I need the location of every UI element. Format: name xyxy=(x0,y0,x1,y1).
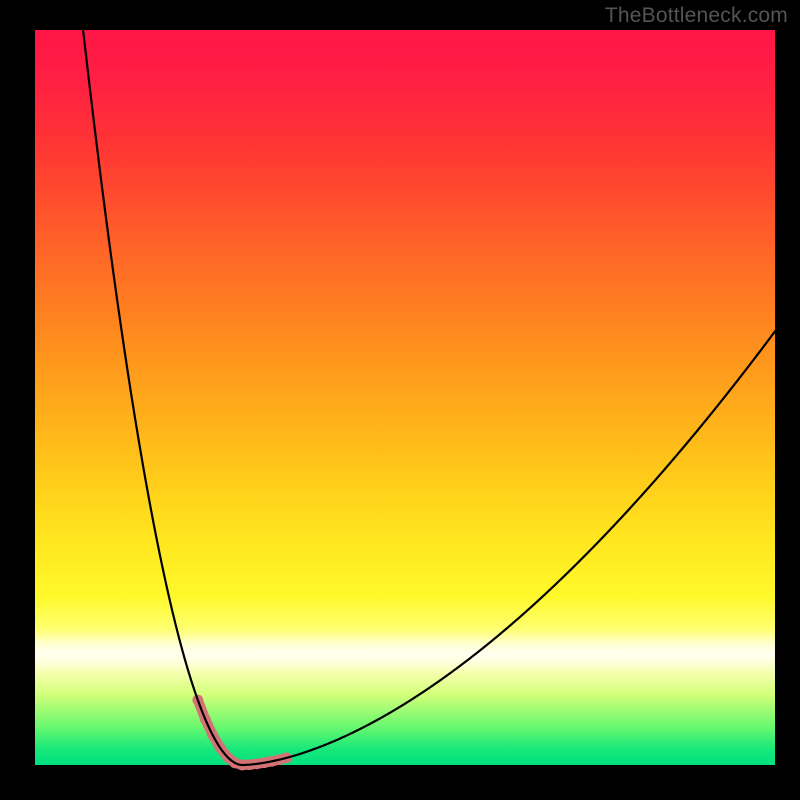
plot-background xyxy=(35,30,775,765)
bottleneck-curve-chart xyxy=(0,0,800,800)
chart-stage: TheBottleneck.com xyxy=(0,0,800,800)
watermark-text: TheBottleneck.com xyxy=(605,4,788,28)
